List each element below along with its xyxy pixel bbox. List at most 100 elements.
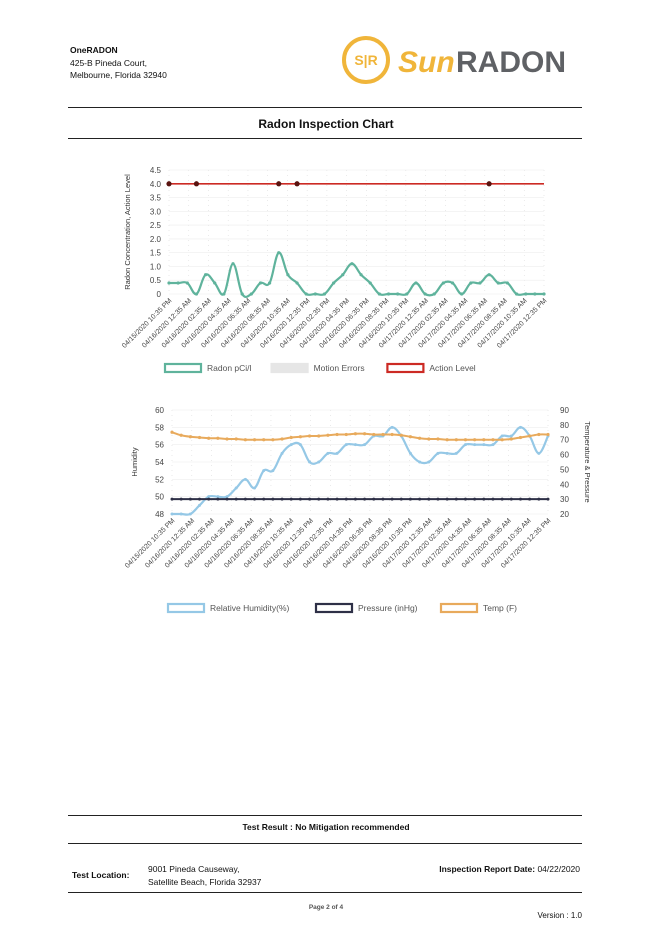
radon-pci-l-point [533,292,537,296]
y-tick-label: 3.0 [150,207,162,216]
action-level-point [193,181,200,187]
temp-f-point [408,435,413,439]
relative-humidity-point [408,451,412,455]
pressure-inhg-point [509,497,513,501]
page-indicator: Page 2 of 4 [308,904,344,911]
temp-f-point [500,438,504,442]
pressure-inhg-point [298,497,302,501]
pressure-inhg-point [280,497,284,501]
pressure-inhg-point [399,497,403,501]
relative-humidity-point [317,460,321,464]
relative-humidity-point [243,477,247,481]
inspection-report-date: Inspection Report Date: 04/22/2020 [439,864,580,874]
radon-pci-l-point [469,281,473,285]
report-date-label: Inspection Report Date: [439,864,536,874]
radon-pci-l-point [487,273,491,277]
radon-pci-l-point [222,292,226,296]
temp-f-point [445,438,449,442]
pressure-inhg-point [454,497,458,501]
radon-pci-l-point [258,281,263,285]
relative-humidity-point [427,460,431,464]
radon-pci-l-point [377,292,381,296]
relative-humidity-point [262,469,266,473]
temp-f-point [381,432,385,437]
relative-humidity-point [390,425,394,429]
y2-tick-label: 70 [560,436,569,445]
pressure-inhg-point [262,497,266,501]
radon-pci-l-point [450,281,455,285]
relative-humidity-point [518,425,522,429]
relative-humidity-point [234,486,238,490]
temp-f-point [252,438,257,442]
y2-tick-label: 90 [560,406,569,415]
y2-tick-label: 40 [560,480,569,489]
radon-pci-l-point [396,292,400,296]
test-location-label: Test Location: [72,870,130,880]
relative-humidity-point [289,443,293,447]
relative-humidity-point [326,451,330,455]
radon-pci-l-point [203,273,208,277]
relative-humidity-point [418,460,422,464]
relative-humidity-point [454,451,458,455]
y-tick-label: 48 [155,510,164,519]
y-tick-label: 52 [155,475,164,484]
logo-mark: S|R [354,52,377,68]
pressure-inhg-point [243,497,247,501]
pressure-inhg-point [271,497,275,501]
temp-f-point [372,432,376,437]
pressure-inhg-point [491,497,495,501]
relative-humidity-point [188,512,192,516]
pressure-inhg-point [363,497,367,501]
radon-pci-l-point [524,292,528,296]
temp-f-point [353,432,358,436]
legend-label: Relative Humidity(%) [210,603,290,613]
relative-humidity-point [500,434,504,438]
legend-swatch [163,362,203,374]
legend-swatch [386,362,425,374]
legend-swatch [166,602,206,614]
radon-pci-l-point [514,292,519,296]
radon-pci-l-point [423,292,427,296]
action-level-point [166,181,172,187]
relative-humidity-point [207,495,211,499]
temp-f-point [262,438,266,442]
test-location-line1: 9001 Pineda Causeway, [148,864,240,874]
temp-f-point [197,435,202,440]
y-tick-label: 3.5 [150,194,162,203]
pressure-inhg-point [188,497,192,501]
temp-f-point [326,433,330,437]
radon-pci-l-point [286,273,290,277]
radon-pci-l-point [240,292,244,296]
y-tick-label: 1.5 [150,249,162,258]
temp-f-point [509,437,513,441]
test-result: Test Result : No Mitigation recommended [242,822,410,832]
legend-label: Action Level [429,363,475,373]
y-tick-label: 54 [155,458,164,467]
relative-humidity-point [216,495,220,499]
company-name: OneRADON [70,45,118,55]
temp-f-point [207,436,211,440]
legend-label: Temp (F) [483,603,517,613]
radon-pci-l-point [332,281,336,285]
y-tick-label: 0 [157,290,162,299]
y-tick-label: 56 [155,441,164,450]
pressure-inhg-point [408,497,412,501]
legend-swatch [270,362,309,374]
pressure-inhg-point [234,497,238,501]
radon-pci-l-point [432,292,436,296]
test-location-line2: Satellite Beach, Florida 32937 [148,877,262,887]
pressure-inhg-point [500,497,504,501]
radon-pci-l-point [185,281,189,285]
logo-ring-icon [342,36,390,84]
temp-f-point [528,434,532,438]
radon-pci-l-point [231,262,235,266]
temp-f-point [298,435,302,439]
pressure-inhg-point [482,497,486,501]
y-tick-label: 58 [155,423,164,432]
relative-humidity-point [436,451,440,455]
legend-label: Motion Errors [314,363,365,373]
temp-f-point [225,437,229,441]
temp-f-point [362,432,367,436]
relative-humidity-point [363,443,367,447]
relative-humidity-point [482,443,486,447]
